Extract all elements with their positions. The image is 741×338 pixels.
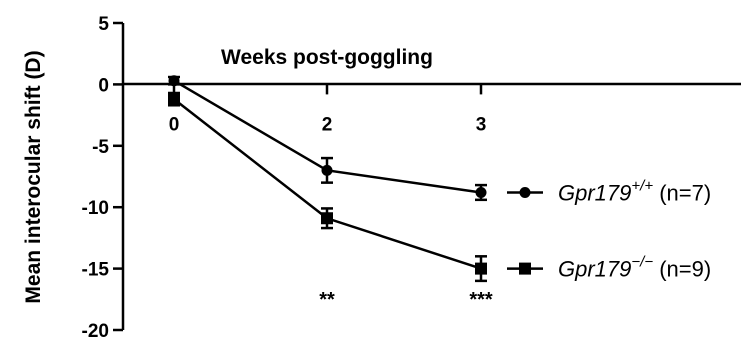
y-axis-title: Mean interocular shift (D) (22, 50, 45, 303)
y-tick-label: -5 (92, 137, 109, 158)
series-2 (168, 91, 487, 283)
data-point-square (475, 262, 487, 275)
y-tick-label: -15 (82, 260, 110, 281)
x-ticks: 0 2 3 (169, 84, 487, 135)
series-1 (168, 75, 487, 202)
y-tick-label: -10 (82, 198, 109, 219)
x-tick-label: 0 (169, 114, 180, 135)
data-point-circle (168, 75, 180, 87)
legend-marker-circle (519, 186, 531, 198)
significance-marker: *** (469, 289, 493, 311)
legend-item-1: Gpr179+/+ (n=7) (507, 177, 711, 205)
data-point-square (168, 93, 180, 106)
data-point-circle (475, 186, 487, 198)
legend-label: Gpr179−/− (n=9) (558, 254, 711, 282)
legend-item-2: Gpr179−/− (n=9) (507, 254, 711, 282)
y-tick-label: -20 (82, 321, 109, 338)
legend-marker-square (519, 262, 531, 275)
significance-marker: ** (319, 289, 335, 311)
x-axis-title: Weeks post-goggling (221, 46, 433, 69)
data-point-square (321, 212, 333, 225)
significance-markers: ** *** (319, 289, 493, 311)
data-point-circle (321, 164, 333, 176)
x-tick-label: 3 (476, 114, 487, 135)
axes (121, 23, 741, 330)
series (168, 75, 487, 283)
y-ticks: 5 0 -5 -10 -15 -20 (82, 14, 123, 338)
x-tick-label: 2 (322, 114, 333, 135)
legend: Gpr179+/+ (n=7) Gpr179−/− (n=9) (507, 177, 711, 282)
legend-label: Gpr179+/+ (n=7) (558, 177, 711, 205)
y-tick-label: 5 (98, 14, 109, 35)
y-tick-label: 0 (98, 75, 109, 96)
